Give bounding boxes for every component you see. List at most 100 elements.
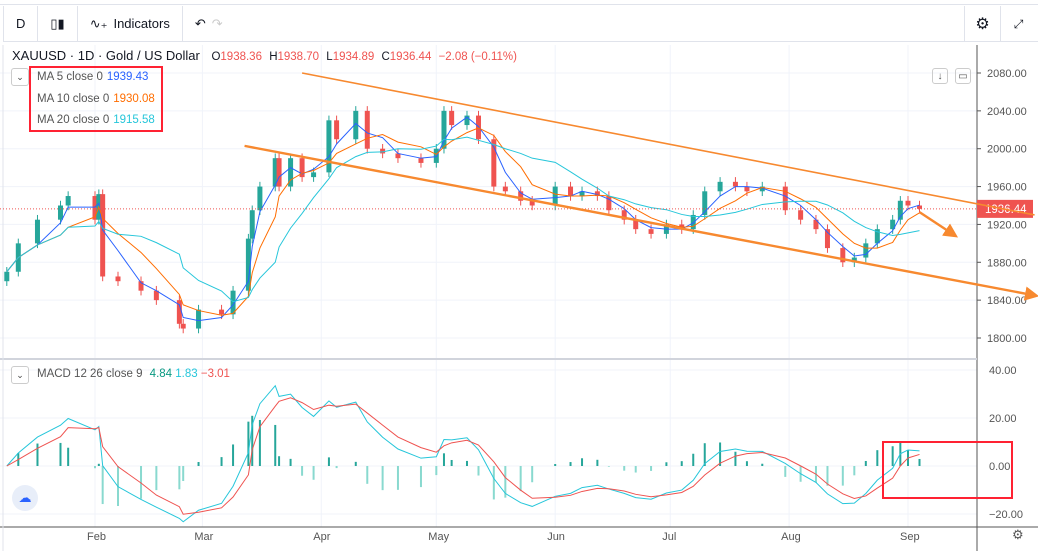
settings-icon[interactable]: ⚙ <box>964 6 1000 42</box>
x-tick-label: Aug <box>781 531 801 543</box>
candle-body <box>288 158 294 187</box>
candle-body <box>138 281 144 291</box>
macd-histogram-bar <box>67 447 70 466</box>
x-tick-label: Apr <box>313 531 330 543</box>
macd-histogram-bar <box>289 458 292 466</box>
ma20-line <box>6 136 920 303</box>
macd-histogram-bar <box>251 415 254 466</box>
indicators-icon: ∿₊ <box>89 15 108 31</box>
macd-histogram-bar <box>278 456 281 466</box>
candle-body <box>115 276 121 282</box>
macd-histogram-bar <box>826 466 829 486</box>
macd-histogram-bar <box>581 458 584 466</box>
macd-histogram-bar <box>335 466 338 469</box>
macd-histogram-bar <box>519 466 522 492</box>
candle-body <box>311 172 317 178</box>
macd-histogram-bar <box>504 466 507 498</box>
chart-type-button[interactable]: ▯▮ <box>38 5 78 42</box>
low-label: L <box>326 51 333 63</box>
symbol-title: XAUUSD · 1D · Gold / US Dollar <box>12 48 200 63</box>
candles-icon: ▯▮ <box>50 15 65 31</box>
candle-body <box>905 200 911 206</box>
macd-histogram-bar <box>650 466 653 471</box>
macd-tick-label: 20.00 <box>989 413 1017 425</box>
macd-histogram-bar <box>692 453 695 466</box>
x-tick-label: Feb <box>87 531 106 543</box>
macd-collapse-chevron-icon[interactable]: ⌄ <box>11 366 29 384</box>
candle-body <box>897 200 903 220</box>
change-value: −2.08 (−0.11%) <box>438 51 517 63</box>
candle-body <box>621 210 627 220</box>
macd-tick-label: 40.00 <box>989 365 1017 377</box>
macd-histogram-bar <box>891 446 894 466</box>
candle-body <box>851 257 857 263</box>
interval-label: D <box>16 16 26 31</box>
macd-histogram-bar <box>182 466 185 482</box>
candle-body <box>441 110 447 149</box>
indicators-label: Indicators <box>113 16 170 31</box>
candle-body <box>92 196 98 220</box>
macd-legend: MACD 12 26 close 9 4.84 1.83 −3.01 <box>37 368 230 380</box>
scroll-down-icon[interactable]: ↓ <box>932 68 948 84</box>
collapse-chevron-icon[interactable]: ⌄ <box>11 68 29 86</box>
highlight-box-macd <box>882 441 1013 499</box>
open-value: 1938.36 <box>220 51 262 63</box>
x-tick-label: Sep <box>900 531 920 543</box>
candle-body <box>798 210 804 220</box>
fullscreen-icon[interactable]: ⤢ <box>1000 6 1036 42</box>
axis-settings-icon[interactable]: ⚙ <box>1012 527 1024 542</box>
x-tick-label: May <box>428 531 449 543</box>
candle-body <box>890 219 896 230</box>
close-value: 1936.44 <box>389 51 432 63</box>
candle-body <box>529 200 535 206</box>
indicators-button[interactable]: ∿₊ Indicators <box>78 5 183 42</box>
macd-histogram-bar <box>531 466 534 483</box>
auto-scale-icon[interactable]: ▭ <box>955 68 971 84</box>
macd-histogram-bar <box>665 462 668 466</box>
candle-body <box>732 181 738 187</box>
macd-histogram-bar <box>703 443 706 466</box>
macd-tick-label: −20.00 <box>989 509 1023 521</box>
macd-tick-label: 0.00 <box>989 461 1010 473</box>
macd-histogram-bar <box>761 463 764 466</box>
candle-body <box>245 238 251 291</box>
macd-histogram-bar <box>607 466 610 467</box>
macd-histogram-bar <box>784 466 787 477</box>
signal-value: 1.83 <box>175 368 198 380</box>
redo-icon[interactable]: ↷ <box>211 15 223 31</box>
macd-histogram-bar <box>634 466 637 473</box>
candle-body <box>824 229 830 249</box>
low-value: 1934.89 <box>332 51 375 63</box>
candle-body <box>34 219 40 244</box>
candle-body <box>690 214 696 230</box>
price-tick-label: 1920.00 <box>987 219 1027 231</box>
macd-histogram-bar <box>197 462 200 466</box>
candle-body <box>353 110 359 140</box>
toolbar: D ▯▮ ∿₊ Indicators ↶ ↷ ⚙ ⤢ <box>3 5 1038 42</box>
candle-body <box>552 186 558 206</box>
undo-icon[interactable]: ↶ <box>194 15 206 31</box>
macd-histogram-bar <box>876 450 879 466</box>
candle-body <box>276 158 282 187</box>
interval-button[interactable]: D <box>4 5 39 42</box>
candle-body <box>57 205 63 220</box>
candle-body <box>633 219 639 230</box>
macd-histogram-bar <box>247 421 250 466</box>
histogram-value: −3.01 <box>200 368 230 380</box>
symbol-legend: XAUUSD · 1D · Gold / US Dollar O1938.36 … <box>12 48 525 63</box>
ma10-value: 1930.08 <box>113 93 155 105</box>
candle-body <box>502 186 508 192</box>
macd-histogram-bar <box>301 466 304 476</box>
candle-body <box>464 115 470 126</box>
macd-histogram-bar <box>596 459 599 466</box>
candle-body <box>257 186 263 211</box>
candle-body <box>702 191 708 215</box>
tradingview-logo-icon[interactable]: ☁ <box>12 485 38 511</box>
macd-histogram-bar <box>918 458 921 466</box>
candle-body <box>180 323 186 329</box>
candle-body <box>491 139 497 187</box>
candle-body <box>863 243 869 258</box>
macd-histogram-bar <box>477 466 480 476</box>
macd-histogram-bar <box>623 466 626 471</box>
